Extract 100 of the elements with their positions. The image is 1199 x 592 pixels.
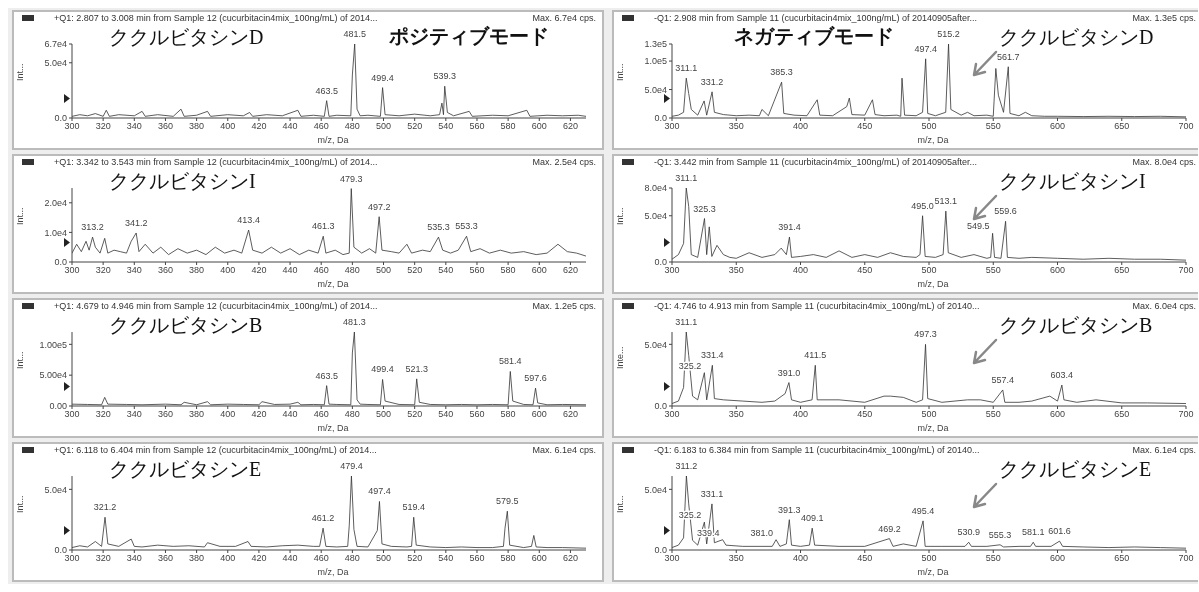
y-tick-label: 6.7e4 <box>44 39 67 50</box>
x-tick-label: 580 <box>500 121 516 132</box>
annotation: 499.4 <box>371 72 394 83</box>
y-tick-label: 5.00e4 <box>39 370 67 381</box>
annotation: 513.1 <box>934 196 958 207</box>
x-tick-label: 350 <box>728 265 744 276</box>
x-tick-label: 300 <box>64 265 80 276</box>
x-tick-label: 600 <box>1049 121 1066 132</box>
text: Max. 2.5e4 cps. <box>532 157 596 167</box>
x-tick-label: 300 <box>664 409 680 420</box>
x-tick-label: 420 <box>251 265 267 276</box>
x-axis-title: m/z, Da <box>316 135 350 145</box>
x-tick-label: 380 <box>189 265 205 276</box>
x-tick-label: 480 <box>344 409 360 420</box>
x-tick-label: 500 <box>376 265 392 276</box>
y-tick-label: 1.3e5 <box>644 39 667 50</box>
x-tick-label: 420 <box>251 121 267 132</box>
x-tick-label: 400 <box>220 553 236 564</box>
annotation: 391.3 <box>778 504 801 515</box>
x-tick-label: 600 <box>1049 553 1066 564</box>
annotation: 561.7 <box>997 51 1020 62</box>
annotation: 463.5 <box>315 85 338 96</box>
annotation: 559.6 <box>994 206 1017 217</box>
x-tick-label: 460 <box>313 409 329 420</box>
annotation: 497.3 <box>914 329 937 340</box>
x-axis-title: m/z, Da <box>316 279 350 289</box>
text: Max. 6.0e4 cps. <box>1132 301 1196 311</box>
x-tick-label: 540 <box>438 121 454 132</box>
x-tick-label: 520 <box>407 409 423 420</box>
annotation: 553.3 <box>455 221 478 232</box>
x-tick-label: 460 <box>313 265 329 276</box>
x-tick-label: 520 <box>407 553 423 564</box>
x-tick-label: 620 <box>562 121 578 132</box>
x-tick-label: 600 <box>1049 409 1066 420</box>
x-tick-label: 460 <box>313 553 329 564</box>
x-tick-label: 620 <box>562 265 578 276</box>
x-tick-label: 340 <box>126 265 142 276</box>
y-tick-label: 0.0 <box>654 545 667 556</box>
x-tick-label: 650 <box>1114 553 1130 564</box>
y-tick-label: 5.0e4 <box>644 84 667 95</box>
x-tick-label: 440 <box>282 409 298 420</box>
x-tick-label: 620 <box>562 409 578 420</box>
x-tick-label: 400 <box>792 409 809 420</box>
annotation: ククルビタシンI <box>999 169 1146 194</box>
y-axis-title: Int... <box>15 351 26 369</box>
annotation: 409.1 <box>800 513 824 524</box>
x-tick-label: 560 <box>469 409 485 420</box>
x-tick-label: 620 <box>562 553 578 564</box>
x-tick-label: 300 <box>64 409 80 420</box>
annotation: 581.4 <box>499 356 522 367</box>
x-tick-label: 440 <box>282 121 298 132</box>
x-tick-label: 360 <box>157 409 173 420</box>
x-tick-label: 300 <box>664 265 680 276</box>
y-tick-label: 5.0e4 <box>644 484 667 495</box>
x-tick-label: 700 <box>1178 553 1194 564</box>
y-axis-title: Int... <box>615 495 626 513</box>
x-tick-label: 400 <box>792 121 809 132</box>
x-tick-label: 500 <box>376 553 392 564</box>
y-tick-label: 0.0 <box>54 257 67 268</box>
x-tick-label: 650 <box>1114 121 1130 132</box>
y-axis-title: Int... <box>15 495 26 513</box>
x-tick-label: 440 <box>282 553 298 564</box>
chart-title: -Q1: 2.908 min from Sample 11 (cucurbitacin4mix_100ng/mL) of 20140905after... <box>654 13 978 23</box>
x-axis-title: m/z, Da <box>916 135 950 145</box>
x-tick-label: 520 <box>407 121 423 132</box>
text: Max. 1.2e5 cps. <box>532 301 596 311</box>
annotation: 519.4 <box>402 502 425 513</box>
x-tick-label: 500 <box>921 409 937 420</box>
x-axis-title: m/z, Da <box>916 567 950 577</box>
y-tick-label: 0.0 <box>654 401 667 412</box>
annotation: ポジティブモード <box>389 24 549 49</box>
annotation: 331.1 <box>700 488 724 499</box>
x-tick-label: 550 <box>985 553 1001 564</box>
chart-title: -Q1: 3.442 min from Sample 11 (cucurbitacin4mix_100ng/mL) of 20140905after... <box>654 157 978 167</box>
x-tick-label: 540 <box>438 409 454 420</box>
x-tick-label: 400 <box>220 409 236 420</box>
annotation: 411.5 <box>804 350 827 361</box>
chart-title: +Q1: 4.679 to 4.946 min from Sample 12 (cucurbitacin4mix_100ng/mL) of 2014... <box>54 301 378 311</box>
x-tick-label: 440 <box>282 265 298 276</box>
x-tick-label: 560 <box>469 553 485 564</box>
annotation: 601.6 <box>1048 526 1071 537</box>
x-tick-label: 600 <box>531 409 547 420</box>
text: Max. 6.7e4 cps. <box>532 13 596 23</box>
x-tick-label: 300 <box>64 121 80 132</box>
x-tick-label: 560 <box>469 265 485 276</box>
x-axis-title: m/z, Da <box>316 567 350 577</box>
x-tick-label: 460 <box>313 121 329 132</box>
annotation: 557.4 <box>991 374 1015 385</box>
x-tick-label: 580 <box>500 265 516 276</box>
x-axis-title: m/z, Da <box>316 423 350 433</box>
x-tick-label: 300 <box>64 553 80 564</box>
y-tick-label: 5.0e4 <box>644 339 667 350</box>
chart-title: -Q1: 6.183 to 6.384 min from Sample 11 (cucurbitacin4mix_100ng/mL) of 20140... <box>654 445 980 455</box>
x-tick-label: 350 <box>728 121 744 132</box>
x-tick-label: 420 <box>251 409 267 420</box>
x-tick-label: 350 <box>728 553 744 564</box>
x-tick-label: 400 <box>792 553 809 564</box>
text: Max. 1.3e5 cps. <box>1132 13 1196 23</box>
annotation: 499.4 <box>371 364 394 375</box>
x-tick-label: 420 <box>251 553 267 564</box>
